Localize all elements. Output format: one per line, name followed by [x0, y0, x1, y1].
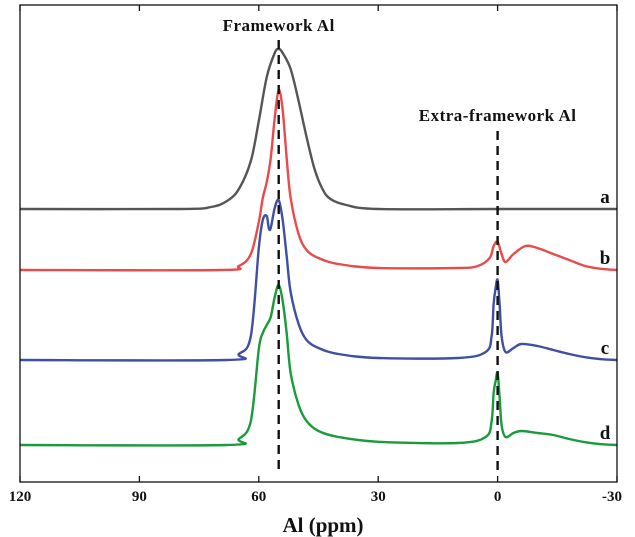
series-label-c: c	[601, 338, 609, 359]
x-axis-title: Al (ppm)	[282, 513, 363, 537]
plot-frame	[19, 4, 618, 483]
x-tick-label: 120	[9, 489, 32, 505]
x-tick-label: 30	[371, 489, 386, 505]
x-tick-label: -30	[602, 489, 622, 505]
x-axis: 120 90 60 30 0 -30	[9, 4, 622, 505]
series-label-d: d	[600, 423, 611, 444]
x-tick-label: 0	[494, 489, 502, 505]
x-tick-label: 60	[251, 489, 266, 505]
series-label-b: b	[600, 248, 611, 269]
x-tick-label: 90	[132, 489, 147, 505]
annotations: Framework Al Extra-framework Al	[223, 16, 577, 474]
annotation-label: Framework Al	[223, 16, 335, 35]
series-line-c	[19, 198, 618, 362]
series-label-a: a	[600, 187, 610, 208]
series-line-d	[19, 283, 618, 447]
series-line-a	[19, 47, 617, 211]
annotation-label: Extra-framework Al	[419, 106, 577, 125]
series-line-b	[19, 88, 618, 272]
plot-area: a b c d	[19, 47, 618, 447]
